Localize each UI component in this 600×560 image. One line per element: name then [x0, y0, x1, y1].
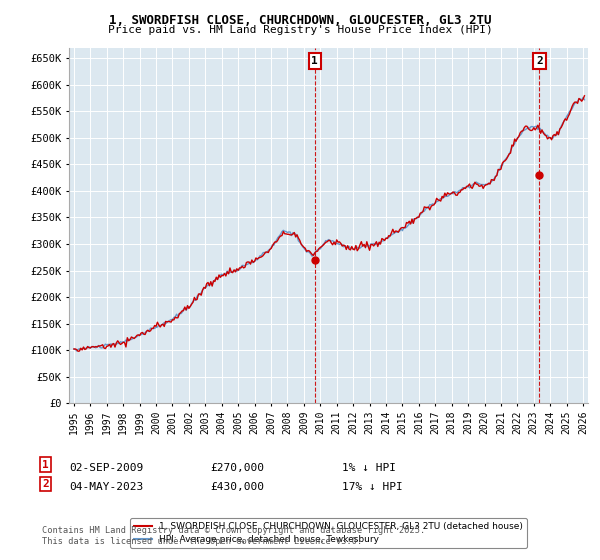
Text: 1, SWORDFISH CLOSE, CHURCHDOWN, GLOUCESTER, GL3 2TU: 1, SWORDFISH CLOSE, CHURCHDOWN, GLOUCEST… — [109, 14, 491, 27]
Text: £270,000: £270,000 — [210, 463, 264, 473]
Text: 17% ↓ HPI: 17% ↓ HPI — [342, 482, 403, 492]
Text: 2: 2 — [42, 479, 49, 489]
Text: 1: 1 — [311, 56, 318, 66]
Legend: 1, SWORDFISH CLOSE, CHURCHDOWN, GLOUCESTER, GL3 2TU (detached house), HPI: Avera: 1, SWORDFISH CLOSE, CHURCHDOWN, GLOUCEST… — [130, 519, 527, 548]
Text: £430,000: £430,000 — [210, 482, 264, 492]
Text: 04-MAY-2023: 04-MAY-2023 — [69, 482, 143, 492]
Text: 2: 2 — [536, 56, 543, 66]
Text: 1% ↓ HPI: 1% ↓ HPI — [342, 463, 396, 473]
Text: Price paid vs. HM Land Registry's House Price Index (HPI): Price paid vs. HM Land Registry's House … — [107, 25, 493, 35]
Text: 02-SEP-2009: 02-SEP-2009 — [69, 463, 143, 473]
Text: 1: 1 — [42, 460, 49, 470]
Text: Contains HM Land Registry data © Crown copyright and database right 2025.
This d: Contains HM Land Registry data © Crown c… — [42, 526, 425, 546]
